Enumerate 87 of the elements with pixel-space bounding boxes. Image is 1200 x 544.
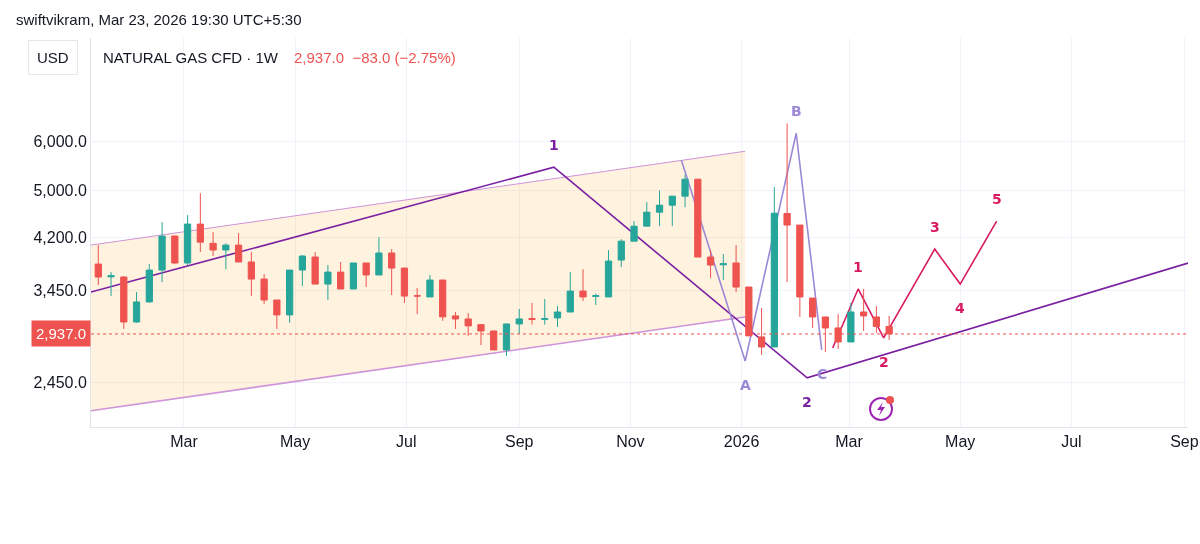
text: 2,937.0 −83.0 (−2.75%) <box>294 49 456 66</box>
candlestick <box>655 189 664 227</box>
candlestick <box>337 261 345 290</box>
line-series <box>91 166 1188 379</box>
y-tick-label: 5,000.0 <box>33 182 87 200</box>
candlestick <box>286 269 294 324</box>
candlestick <box>847 302 855 343</box>
candlestick <box>694 178 702 258</box>
candlestick <box>183 214 192 266</box>
candlestick <box>566 271 574 313</box>
candlestick <box>439 279 447 322</box>
candlestick <box>860 288 868 332</box>
annotation: 2 <box>802 394 812 410</box>
candlestick <box>260 273 268 305</box>
candlestick <box>413 287 421 315</box>
candlestick <box>553 305 562 328</box>
y-tick-label: 4,200.0 <box>33 229 87 247</box>
x-tick-label: Mar <box>835 433 864 451</box>
ref-line-label: 2,937.0 <box>36 325 87 342</box>
candlestick <box>643 201 651 227</box>
candlestick <box>388 248 396 296</box>
candlestick <box>171 235 179 265</box>
candlestick <box>400 267 409 304</box>
candlestick <box>209 231 217 257</box>
text: swiftvikram, Mar 23, 2026 19:30 UTC+5:30 <box>16 11 302 28</box>
x-tick-label: Jul <box>1061 433 1082 451</box>
x-tick-label: Jul <box>396 433 417 451</box>
candlestick <box>324 264 332 301</box>
annotation: A <box>740 377 751 393</box>
text: NATURAL GAS CFD · 1W <box>103 49 279 67</box>
candlestick <box>541 298 549 326</box>
x-tick-label: Mar <box>170 433 199 451</box>
candlestick <box>617 238 625 268</box>
candlestick <box>604 249 613 298</box>
annotation: 1 <box>853 259 863 275</box>
annotation: 2 <box>879 354 889 370</box>
candlestick <box>375 236 383 276</box>
candlestick <box>808 297 817 329</box>
annotation: 3 <box>930 219 940 235</box>
line-series <box>680 132 823 362</box>
candlestick <box>732 244 740 293</box>
candlestick <box>247 251 255 297</box>
candlestick <box>783 122 791 283</box>
y-axis-title: USD <box>37 49 69 66</box>
line-series <box>831 220 998 349</box>
candlestick <box>592 293 600 306</box>
candlestick <box>502 323 511 357</box>
candlestick <box>132 291 141 324</box>
candlestick <box>796 224 804 318</box>
candlestick <box>451 311 460 330</box>
y-tick-label: 3,450.0 <box>33 282 87 300</box>
annotation: 1 <box>549 137 559 153</box>
y-tick-label: 6,000.0 <box>33 132 87 150</box>
candlestick <box>234 232 243 263</box>
candlestick <box>107 271 115 297</box>
x-tick-label: Sep <box>505 433 534 451</box>
candlestick <box>196 192 204 253</box>
candlestick <box>770 186 778 348</box>
x-tick-label: 2026 <box>723 433 760 451</box>
x-tick-label: Nov <box>616 433 645 451</box>
candlestick <box>515 308 523 335</box>
x-tick-label: May <box>945 433 976 451</box>
annotation: B <box>791 103 802 119</box>
candlestick <box>681 174 689 208</box>
x-tick-label: Sep <box>1170 433 1199 451</box>
candlestick <box>528 302 536 326</box>
annotation: 5 <box>992 191 1002 207</box>
candlestick <box>311 251 319 285</box>
candlestick <box>579 268 587 302</box>
x-tick-label: May <box>279 433 311 451</box>
candlestick <box>719 253 727 281</box>
candlestick <box>145 263 153 304</box>
candlestick <box>222 242 230 270</box>
candlestick <box>362 262 370 288</box>
candlestick <box>668 195 676 227</box>
candlestick <box>630 220 638 242</box>
candlestick <box>273 299 281 330</box>
candlestick <box>706 249 715 279</box>
candlestick <box>349 262 358 290</box>
candlestick <box>120 275 128 330</box>
candlestick <box>872 305 881 334</box>
candlestick <box>94 244 102 286</box>
annotation: 4 <box>955 300 965 316</box>
y-tick-label: 2,450.0 <box>33 374 87 392</box>
candlestick <box>158 221 166 283</box>
candlestick <box>298 254 307 287</box>
candlestick <box>426 274 434 298</box>
